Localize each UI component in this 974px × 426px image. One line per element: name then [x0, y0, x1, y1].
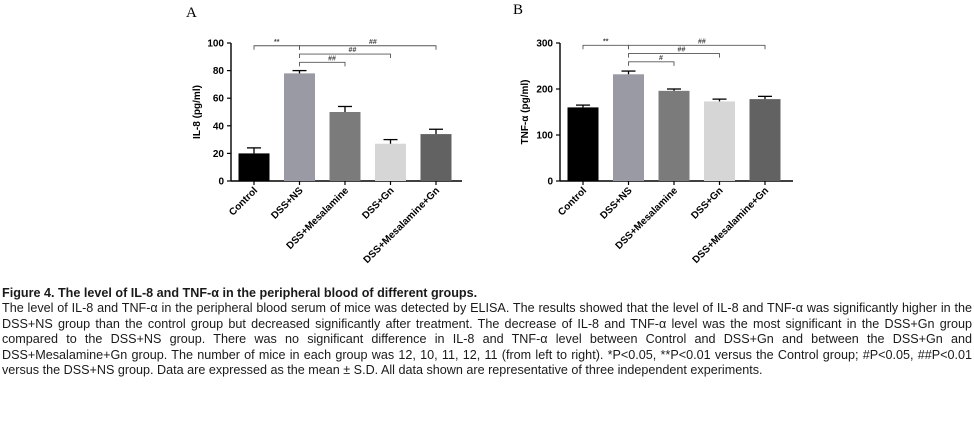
chart-b-x-tick-label: DSS+NS [598, 185, 635, 222]
chart-a-x-tick-label: Control [227, 185, 260, 218]
chart-b-x-tick-label: DSS+Mesalamine+Gn [691, 185, 771, 265]
chart-b-significance-label: # [659, 55, 663, 62]
chart-b-x-tick-label: DSS+Gn [689, 185, 725, 221]
chart-b-y-label: TNF-α (pg/ml) [520, 79, 531, 144]
chart-a-significance-label: ** [274, 39, 280, 46]
chart-a-significance-bracket [299, 53, 391, 59]
chart-a-significance-bracket [299, 61, 346, 67]
bar-charts: A B 0 20 40 60 80 100 IL-8 (pg/ml) Control DSS+N… [186, 2, 793, 266]
chart-b-significance-bracket [628, 44, 766, 50]
chart-b-bar [567, 107, 599, 181]
chart-a-y-tick-label: 40 [213, 121, 225, 132]
chart-a-x-tick-label: DSS+Mesalamine+Gn [362, 185, 442, 265]
figure-area: A B 0 20 40 60 80 100 IL-8 (pg/ml) Control DSS+N… [186, 2, 793, 266]
chart-b-bar [613, 74, 644, 181]
chart-b-y-tick-label: 0 [547, 177, 553, 188]
chart-b-y-tick-label: 200 [536, 85, 553, 96]
chart-a-bar [420, 134, 452, 181]
chart-b-significance-bracket [628, 53, 720, 58]
chart-a-y-tick-label: 80 [213, 66, 225, 77]
chart-a-bar [329, 112, 361, 181]
chart-a-x-tick-label: DSS+NS [269, 185, 306, 222]
panel-letter-b: B [513, 2, 523, 18]
caption-body: The level of IL-8 and TNF-α in the perip… [2, 301, 972, 378]
chart-a-bar [284, 73, 315, 181]
chart-a-significance-label: ## [349, 47, 357, 54]
chart-b-significance-bracket [628, 61, 675, 66]
panel-letter-a: A [186, 5, 197, 21]
chart-a-x-tick-label: DSS+Gn [360, 185, 396, 221]
chart-b-significance-label: ## [678, 47, 686, 54]
chart-a-y-tick-label: 0 [218, 177, 224, 188]
chart-a-bar [375, 143, 406, 181]
chart-a-significance-label: ## [328, 55, 336, 62]
chart-b-y-tick-label: 100 [536, 131, 553, 142]
chart-a-significance-bracket [299, 45, 437, 50]
chart-a-y-label: IL-8 (pg/ml) [192, 85, 203, 139]
chart-b-x-tick-label: Control [556, 185, 589, 218]
chart-b-bar [704, 101, 735, 181]
chart-a-y-tick-label: 100 [207, 39, 224, 50]
chart-b-y-tick-label: 300 [536, 39, 553, 50]
chart-a-significance-label: ## [369, 39, 377, 46]
figure-caption: Figure 4. The level of IL-8 and TNF-α in… [2, 286, 972, 378]
chart-a-y-tick-label: 60 [213, 94, 225, 105]
chart-b-bar [658, 90, 690, 181]
chart-a-significance-bracket [253, 45, 300, 50]
chart-a-y-tick-label: 20 [213, 149, 225, 160]
caption-title: Figure 4. The level of IL-8 and TNF-α in… [2, 286, 478, 300]
chart-a-bar [238, 153, 270, 181]
chart-b-significance-bracket [582, 44, 629, 50]
chart-b-significance-label: ## [698, 38, 706, 45]
chart-b-significance-label: ** [603, 38, 609, 45]
chart-b-bar [749, 99, 781, 181]
